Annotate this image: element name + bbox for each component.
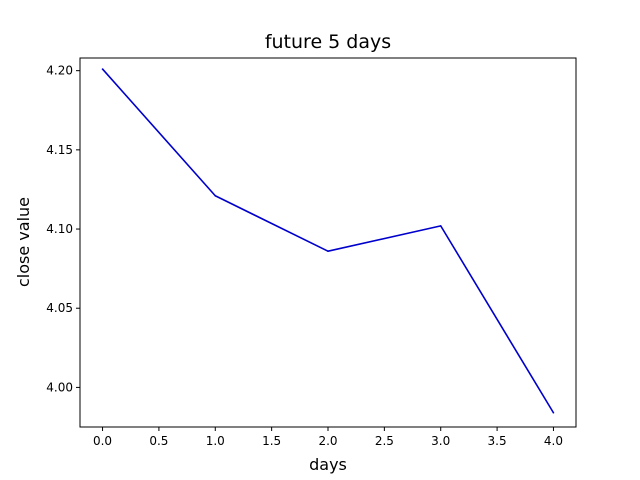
y-tick-label: 4.15 bbox=[46, 143, 73, 157]
y-axis-title: close value bbox=[14, 197, 33, 287]
data-point bbox=[552, 411, 555, 414]
series-layer bbox=[101, 68, 555, 414]
x-tick-label: 4.0 bbox=[544, 434, 563, 448]
x-tick-label: 3.0 bbox=[431, 434, 450, 448]
x-tick-label: 2.5 bbox=[375, 434, 394, 448]
y-tick-label: 4.00 bbox=[46, 380, 73, 394]
data-point bbox=[327, 250, 329, 253]
x-tick-label: 2.0 bbox=[318, 434, 337, 448]
x-tick-label: 0.0 bbox=[93, 434, 112, 448]
data-point bbox=[214, 194, 217, 197]
y-axis: 4.00 4.05 4.10 4.15 4.20 bbox=[46, 64, 80, 394]
data-point bbox=[101, 68, 104, 70]
x-tick-label: 1.0 bbox=[206, 434, 225, 448]
data-point bbox=[439, 225, 442, 227]
x-axis: 0.0 0.5 1.0 1.5 2.0 2.5 3.0 3.5 4.0 bbox=[93, 427, 563, 448]
y-tick-label: 4.05 bbox=[46, 301, 73, 315]
y-tick-label: 4.10 bbox=[46, 222, 73, 236]
y-tick-label: 4.20 bbox=[46, 64, 73, 78]
x-axis-title: days bbox=[309, 455, 347, 474]
x-tick-label: 0.5 bbox=[149, 434, 168, 448]
chart-title: future 5 days bbox=[265, 31, 391, 53]
x-tick-label: 3.5 bbox=[488, 434, 507, 448]
x-tick-label: 1.5 bbox=[262, 434, 281, 448]
